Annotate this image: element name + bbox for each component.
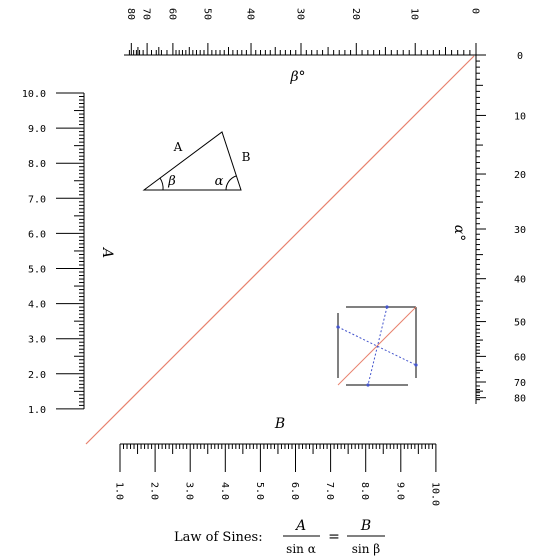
alpha-scale-label: α° [451,225,467,241]
alpha-tick-label: 70 [514,378,526,389]
key-guide-1 [337,326,417,366]
alpha-tick-label: 10 [514,111,526,122]
triangle-side-b-label: B [242,150,251,164]
formula-num-left: A [294,518,306,534]
alpha-scale: 0 10 20 30 40 50 60 70 80 α° [451,51,526,405]
a-tick-label: 3.0 [28,335,46,346]
beta-tick-label: 0 [470,8,481,14]
key-guide-2 [367,306,388,386]
beta-tick-label: 50 [201,8,212,20]
b-tick-label: 8.0 [359,482,370,500]
a-tick-label: 2.0 [28,370,46,381]
alpha-tick-label: 60 [514,352,526,363]
key-point [336,325,340,329]
a-tick-label: 5.0 [28,265,46,276]
alpha-tick-label: 30 [514,225,526,236]
formula: Law of Sines: A sin α = B sin β [174,518,385,556]
a-scale-label: A [99,246,115,258]
beta-tick-label: 20 [350,8,361,20]
b-tick-label: 1.0 [114,482,125,500]
alpha-angle-arc [225,175,237,191]
a-tick-label: 10.0 [22,89,46,100]
a-tick-label: 4.0 [28,300,46,311]
alpha-tick-label: 20 [514,170,526,181]
diagonal-line [85,55,475,445]
a-tick-label: 6.0 [28,229,46,240]
beta-tick-label: 10 [409,8,420,20]
alpha-tick-label: 40 [514,275,526,286]
formula-num-right: B [360,518,371,534]
a-tick-label: 7.0 [28,194,46,205]
formula-den-right: sin β [352,542,381,556]
beta-angle-arc [159,177,164,191]
key-point [385,305,389,309]
alpha-tick-label: 0 [517,51,523,62]
beta-tick-label: 70 [141,8,152,20]
beta-scale-label: β° [289,69,305,85]
formula-prefix: Law of Sines: [174,530,263,545]
formula-equals: = [328,529,340,545]
b-tick-label: 10.0 [429,482,440,506]
b-tick-label: 7.0 [324,482,335,500]
b-tick-label: 6.0 [289,482,300,500]
b-scale: 1.0 2.0 3.0 4.0 5.0 6.0 7.0 8.0 9.0 10.0 B [114,416,441,506]
beta-tick-label: 30 [295,8,306,20]
b-tick-label: 4.0 [219,482,230,500]
b-tick-label: 9.0 [394,482,405,500]
a-tick-label: 9.0 [28,124,46,135]
beta-tick-label: 60 [166,8,177,20]
triangle-beta-label: β [167,174,176,189]
b-tick-label: 2.0 [149,482,160,500]
key-point [366,383,370,387]
beta-tick-label: 40 [245,8,256,20]
beta-scale: 0 10 20 30 40 50 60 70 80 β° [124,8,481,85]
key-point [414,363,418,367]
usage-key-inset [336,305,418,387]
alpha-tick-label: 80 [514,394,526,405]
b-tick-label: 3.0 [184,482,195,500]
beta-tick-label: 80 [125,8,136,20]
a-tick-label: 1.0 [28,405,46,416]
triangle-side-a-label: A [173,140,183,154]
a-scale: 1.0 2.0 3.0 4.0 5.0 6.0 7.0 8.0 9.0 10.0 A [22,89,115,416]
triangle-alpha-label: α [215,174,224,189]
formula-den-left: sin α [286,542,316,556]
b-scale-label: B [274,416,285,432]
b-tick-label: 5.0 [254,482,265,500]
a-tick-label: 8.0 [28,159,46,170]
triangle-outline [142,131,242,191]
triangle-inset: A B β α [142,131,251,191]
alpha-tick-label: 50 [514,318,526,329]
